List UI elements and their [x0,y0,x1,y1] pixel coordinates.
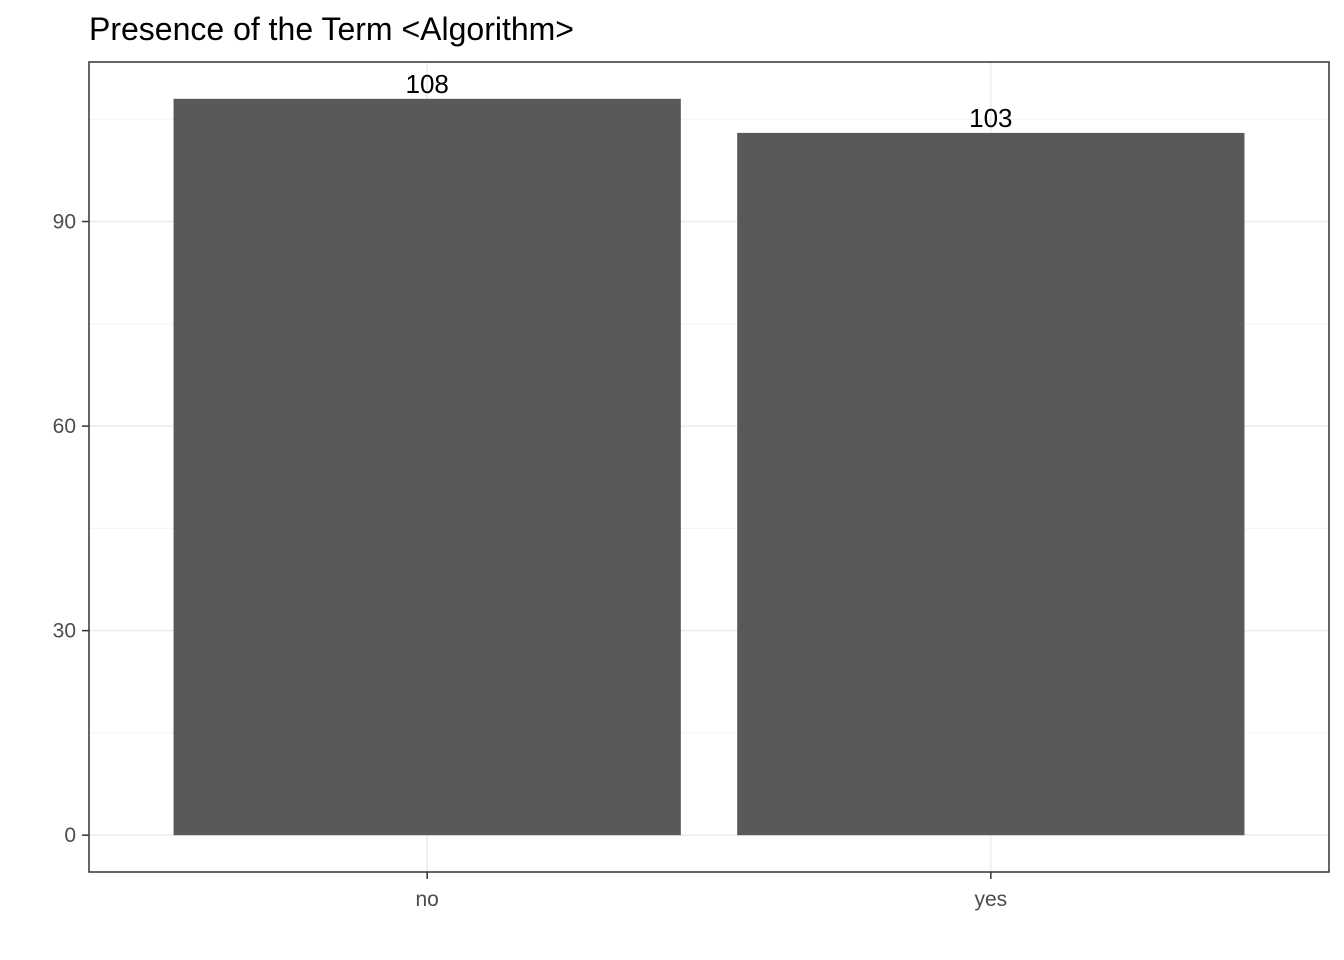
bars [173,98,1245,836]
data-labels: 108 103 [405,69,1012,133]
chart-title: Presence of the Term <Algorithm> [89,11,574,47]
x-tick-label-no: no [416,888,439,911]
y-tick-label: 90 [53,211,76,234]
plot-border [88,61,1330,873]
y-axis: 0 30 60 90 [53,211,89,847]
bar-no [173,98,681,836]
x-axis: no yes [416,872,1007,911]
y-tick-label: 60 [53,415,76,438]
x-tick-label-yes: yes [974,888,1007,911]
y-tick-label: 30 [53,620,76,643]
data-label-no: 108 [405,69,448,99]
y-tick-label: 0 [64,824,76,847]
data-label-yes: 103 [969,103,1012,133]
bar-yes [737,132,1245,836]
